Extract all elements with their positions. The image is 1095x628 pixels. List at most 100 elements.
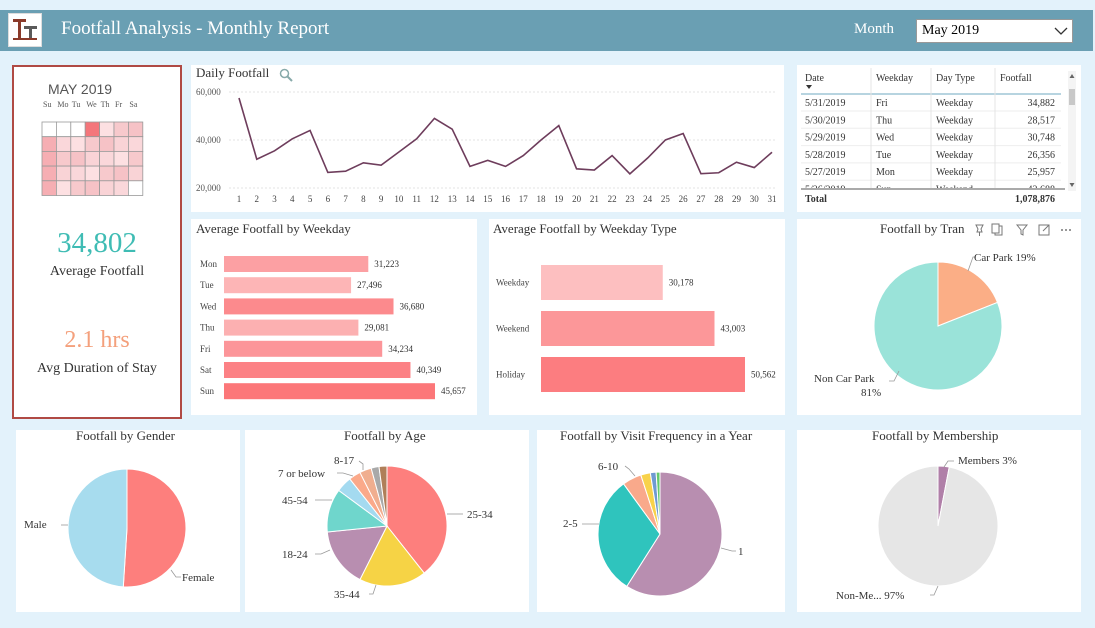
daily-footfall-line xyxy=(238,97,773,175)
daily-footfall-panel[interactable]: Daily Footfall 20,000 40,000 60,000 1 2 3 4 5 6 7… xyxy=(191,65,784,212)
pie-label-non-car-park: Non Car Park xyxy=(814,373,875,385)
table-cell-weekday: Wed xyxy=(876,133,894,144)
weekday-chart: Mon 31,223 Tue 27,496 Wed 36,680 Thu 29,081 Fri 3… xyxy=(200,256,466,400)
calendar-day-cell xyxy=(128,121,144,138)
daily-x-tick: 19 xyxy=(554,194,564,204)
avg-stay-label: Avg Duration of Stay xyxy=(37,361,157,376)
kpi-card: MAY 2019 Su Mo Tu We Th Fr Sa 34,802 Average F… xyxy=(12,65,182,419)
calendar-day-cell xyxy=(41,165,57,182)
calendar-day-cell xyxy=(70,121,86,138)
bar xyxy=(224,319,359,336)
zoom-icon[interactable] xyxy=(279,68,293,82)
age-title: Footfall by Age xyxy=(344,428,426,443)
sort-desc-icon xyxy=(806,85,812,89)
copy-icon[interactable] xyxy=(991,223,1003,236)
leader-line xyxy=(369,584,377,595)
table-cell-footfall: 26,356 xyxy=(1028,150,1056,161)
pie-label-members: Members 3% xyxy=(958,455,1017,467)
pie-slice xyxy=(877,465,999,587)
calendar-day-cell xyxy=(41,121,57,138)
daytype-panel[interactable]: Average Footfall by Weekday Type Weekday… xyxy=(489,219,785,415)
table-cell-footfall: 34,882 xyxy=(1028,98,1056,109)
calendar-day-cell xyxy=(55,180,72,196)
bar xyxy=(224,277,352,294)
calendar-day-cell xyxy=(128,136,144,152)
calendar-heatmap: Su Mo Tu We Th Fr Sa xyxy=(41,100,144,196)
membership-title: Footfall by Membership xyxy=(872,428,999,443)
calendar-day-cell xyxy=(113,165,129,182)
bar xyxy=(224,383,435,400)
bar-value-label: 30,178 xyxy=(669,278,694,288)
pie-label-45-54: 45-54 xyxy=(282,495,308,507)
bar-category-label: Weekend xyxy=(496,324,530,334)
daily-x-tick: 11 xyxy=(412,194,421,204)
bar-value-label: 34,234 xyxy=(388,344,413,354)
daily-x-tick: 31 xyxy=(768,194,777,204)
gender-title: Footfall by Gender xyxy=(76,428,175,443)
calendar-weekday-label: We xyxy=(86,100,97,109)
pie-label-35-44: 35-44 xyxy=(334,589,360,601)
more-options-icon[interactable] xyxy=(1061,229,1071,231)
month-dropdown-value: May 2019 xyxy=(922,23,980,38)
calendar-weekday-label: Mo xyxy=(57,100,68,109)
calendar-weekday-label: Tu xyxy=(72,100,81,109)
transport-panel[interactable]: Footfall by Tran Car Park 19% Non Car Par… xyxy=(797,219,1081,415)
calendar-day-cell xyxy=(84,136,101,152)
age-panel[interactable]: Footfall by Age 25-34 35-44 18-24 45-54 7 or… xyxy=(245,428,529,612)
table-cell-date: 5/28/2019 xyxy=(805,150,846,161)
daily-x-tick: 10 xyxy=(394,194,404,204)
bar xyxy=(224,298,394,315)
daily-x-tick: 1 xyxy=(237,194,242,204)
filter-icon[interactable] xyxy=(1015,224,1029,236)
pie-slice xyxy=(386,465,448,574)
calendar-day-cell xyxy=(84,151,101,167)
pie-slice xyxy=(122,468,187,588)
leader-line xyxy=(889,370,900,382)
focus-mode-icon[interactable] xyxy=(1038,224,1050,236)
pie-label-18-24: 18-24 xyxy=(282,549,308,561)
pin-icon[interactable] xyxy=(975,224,984,236)
scroll-down-icon xyxy=(1069,183,1075,187)
table-cell-weekday: Tue xyxy=(876,150,892,161)
daily-x-tick: 3 xyxy=(272,194,277,204)
calendar-day-cell xyxy=(70,180,86,196)
calendar-weekday-label: Fr xyxy=(115,100,122,109)
weekday-panel[interactable]: Average Footfall by Weekday Mon 31,223 Tue… xyxy=(191,219,477,415)
table-cell-daytype: Weekday xyxy=(936,133,973,144)
daily-x-tick: 4 xyxy=(290,194,295,204)
chevron-down-icon xyxy=(1054,27,1068,35)
visual-toolbar xyxy=(973,223,1075,237)
leader-line xyxy=(967,256,976,272)
month-dropdown[interactable]: May 2019 xyxy=(916,19,1073,43)
calendar-weekday-label: Th xyxy=(101,100,110,109)
bar-category-label: Thu xyxy=(200,323,215,333)
logo-icon xyxy=(13,19,37,40)
calendar-day-cell xyxy=(84,180,101,196)
membership-panel[interactable]: Footfall by Membership Members 3% Non-Me.… xyxy=(797,428,1081,612)
table-total-label: Total xyxy=(805,194,827,205)
daily-x-tick: 20 xyxy=(572,194,582,204)
visit-panel[interactable]: Footfall by Visit Frequency in a Year 1 2… xyxy=(537,428,785,612)
pie-label-non-members: Non-Me... 97% xyxy=(836,590,904,602)
calendar-day-cell xyxy=(41,151,57,167)
daily-x-tick: 15 xyxy=(483,194,493,204)
pie-slice xyxy=(937,261,999,327)
visit-pie: 1 2-5 6-10 xyxy=(563,461,744,597)
bar-value-label: 45,657 xyxy=(441,386,466,396)
pie-label-6-10: 6-10 xyxy=(598,461,619,473)
daily-x-tick: 18 xyxy=(537,194,547,204)
pie-label-female: Female xyxy=(182,572,214,584)
gender-panel[interactable]: Footfall by Gender Female Male xyxy=(16,428,240,612)
table-scrollbar xyxy=(1068,71,1076,191)
bar-category-label: Weekday xyxy=(496,278,530,288)
gender-pie: Female Male xyxy=(24,468,214,588)
bar-value-label: 40,349 xyxy=(416,365,441,375)
calendar-day-cell xyxy=(113,180,129,196)
calendar-day-cell xyxy=(99,165,115,182)
calendar-day-cell xyxy=(99,180,115,196)
daily-y-tick: 20,000 xyxy=(196,183,221,193)
daily-y-tick: 60,000 xyxy=(196,87,221,97)
daily-y-tick: 40,000 xyxy=(196,135,221,145)
table-cell-footfall: 28,517 xyxy=(1028,115,1056,126)
table-cell-date: 5/30/2019 xyxy=(805,115,846,126)
